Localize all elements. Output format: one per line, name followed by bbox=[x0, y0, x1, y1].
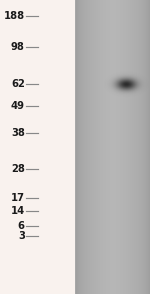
Text: 6: 6 bbox=[18, 221, 25, 231]
Text: 17: 17 bbox=[11, 193, 25, 203]
Text: 62: 62 bbox=[11, 79, 25, 89]
Text: 188: 188 bbox=[4, 11, 25, 21]
Text: 38: 38 bbox=[11, 128, 25, 138]
Text: 98: 98 bbox=[11, 42, 25, 52]
Text: 28: 28 bbox=[11, 164, 25, 174]
Text: 3: 3 bbox=[18, 231, 25, 241]
Text: 14: 14 bbox=[11, 206, 25, 216]
Text: 49: 49 bbox=[11, 101, 25, 111]
